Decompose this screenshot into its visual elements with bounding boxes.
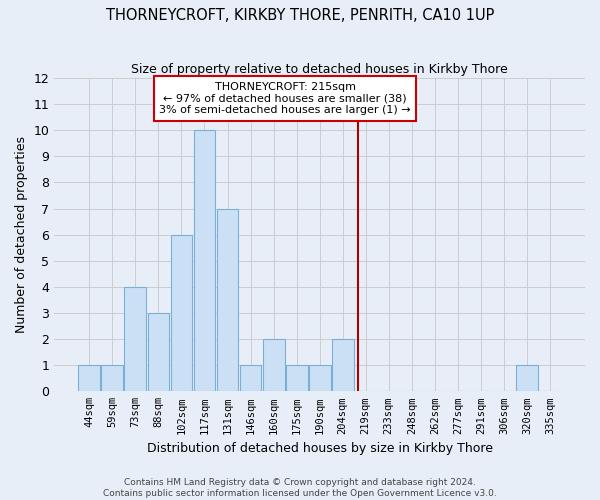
Title: Size of property relative to detached houses in Kirkby Thore: Size of property relative to detached ho… (131, 62, 508, 76)
Bar (309, 365, 331, 392)
Bar (239, 365, 262, 392)
Bar (148, 313, 169, 392)
Y-axis label: Number of detached properties: Number of detached properties (15, 136, 28, 333)
Bar (170, 234, 193, 392)
Bar (263, 339, 284, 392)
Bar (79, 365, 100, 392)
X-axis label: Distribution of detached houses by size in Kirkby Thore: Distribution of detached houses by size … (146, 442, 493, 455)
Bar (332, 339, 353, 392)
Bar (217, 208, 238, 392)
Text: THORNEYCROFT, KIRKBY THORE, PENRITH, CA10 1UP: THORNEYCROFT, KIRKBY THORE, PENRITH, CA1… (106, 8, 494, 22)
Text: Contains HM Land Registry data © Crown copyright and database right 2024.
Contai: Contains HM Land Registry data © Crown c… (103, 478, 497, 498)
Bar (124, 287, 146, 392)
Bar (194, 130, 215, 392)
Bar (286, 365, 308, 392)
Bar (101, 365, 124, 392)
Text: THORNEYCROFT: 215sqm
← 97% of detached houses are smaller (38)
3% of semi-detach: THORNEYCROFT: 215sqm ← 97% of detached h… (159, 82, 411, 115)
Bar (516, 365, 538, 392)
